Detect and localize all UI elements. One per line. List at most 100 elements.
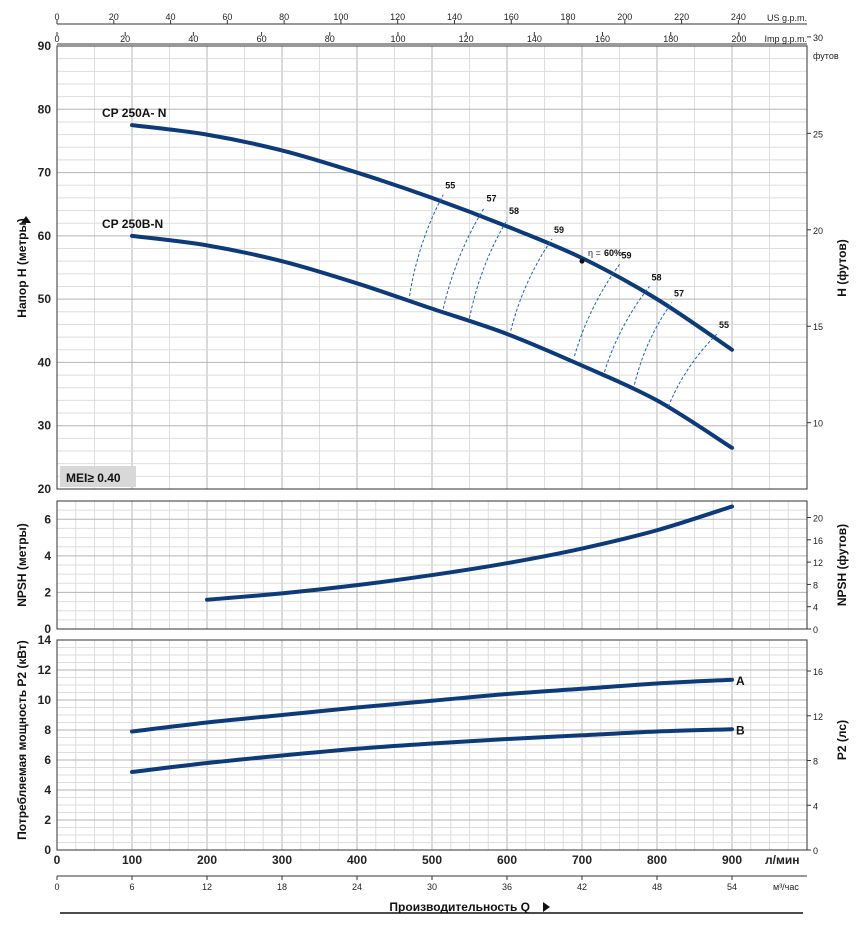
efficiency-line — [510, 238, 553, 331]
lmin-tick-label: 300 — [272, 853, 292, 867]
head-right-tick-label: 25 — [813, 129, 823, 139]
head-left-tick-label: 40 — [38, 355, 52, 369]
head-curve-1 — [130, 123, 734, 352]
lmin-tick-label: 600 — [497, 853, 517, 867]
npsh-left-tick-label: 2 — [44, 585, 51, 599]
best-efficiency-point — [579, 258, 585, 264]
npsh-right-tick-label: 0 — [813, 625, 818, 635]
us-gpm-tick-label: 240 — [731, 12, 746, 22]
power-right-tick-label: 16 — [813, 667, 823, 677]
power-curve-2 — [130, 727, 734, 774]
power-left-tick-label: 8 — [44, 723, 51, 737]
efficiency-label: 57 — [674, 288, 684, 298]
us-gpm-tick-label: 160 — [504, 12, 519, 22]
us-gpm-tick-label: 40 — [166, 12, 176, 22]
efficiency-label: 58 — [652, 272, 662, 282]
imp-gpm-tick-label: 200 — [731, 34, 746, 44]
imp-gpm-tick-label: 120 — [459, 34, 474, 44]
head-left-tick-label: 60 — [38, 229, 52, 243]
head-right-tick-label: 20 — [813, 226, 823, 236]
npsh-left-tick-label: 4 — [44, 549, 51, 563]
npsh-right-tick-label: 16 — [813, 536, 823, 546]
power-left-tick-label: 6 — [44, 753, 51, 767]
us-gpm-tick-label: 120 — [390, 12, 405, 22]
x-axis-arrow-icon — [543, 902, 550, 912]
m3h-tick-label: 6 — [129, 882, 134, 892]
npsh-right-tick-label: 20 — [813, 514, 823, 524]
power-left-tick-label: 10 — [38, 693, 52, 707]
npsh-left-tick-label: 0 — [44, 622, 51, 636]
imp-gpm-label: Imp g.p.m. — [764, 34, 807, 44]
efficiency-line — [634, 302, 673, 385]
m3h-tick-label: 24 — [352, 882, 362, 892]
mei-label: MEI≥ 0.40 — [66, 471, 121, 485]
npsh-right-tick-label: 4 — [813, 603, 818, 613]
power-ylabel-left: Потребляемая мощность P2 (кВт) — [15, 640, 29, 840]
imp-gpm-tick-label: 160 — [595, 34, 610, 44]
power-left-tick-label: 12 — [38, 663, 52, 677]
lmin-tick-label: 100 — [122, 853, 142, 867]
npsh-ylabel-left: NPSH (метры) — [15, 523, 29, 607]
npsh-ylabel-right: NPSH (футов) — [835, 524, 849, 606]
head-left-tick-label: 70 — [38, 166, 52, 180]
power-curve-label: B — [736, 723, 745, 737]
efficiency-line — [574, 264, 620, 357]
m3h-tick-label: 48 — [652, 882, 662, 892]
head-ylabel-right: H (футов) — [835, 239, 849, 297]
us-gpm-tick-label: 20 — [109, 12, 119, 22]
head-ylabel-left: Напор H (метры) — [15, 218, 29, 317]
head-right-tick-label: 10 — [813, 419, 823, 429]
m3h-tick-label: 36 — [502, 882, 512, 892]
efficiency-label: 58 — [509, 206, 519, 216]
lmin-tick-label: 0 — [54, 853, 61, 867]
head-curve-label: CP 250A- N — [102, 106, 166, 120]
lmin-tick-label: 700 — [572, 853, 592, 867]
power-left-tick-label: 14 — [38, 633, 52, 647]
power-right-tick-label: 12 — [813, 712, 823, 722]
us-gpm-tick-label: 140 — [447, 12, 462, 22]
imp-gpm-tick-label: 40 — [188, 34, 198, 44]
us-gpm-label: US g.p.m. — [767, 13, 807, 23]
head-left-tick-label: 90 — [38, 39, 52, 53]
head-panel-frame — [56, 45, 808, 490]
head-right-tick-label: 15 — [813, 322, 823, 332]
lmin-tick-label: 500 — [422, 853, 442, 867]
m3h-tick-label: 42 — [577, 882, 587, 892]
efficiency-label: 57 — [487, 193, 497, 203]
imp-gpm-tick-label: 60 — [257, 34, 267, 44]
lmin-tick-label: 900 — [722, 853, 742, 867]
power-curve-label: A — [736, 674, 745, 688]
power-left-tick-label: 4 — [44, 783, 51, 797]
imp-gpm-tick-label: 80 — [325, 34, 335, 44]
imp-gpm-tick-label: 140 — [527, 34, 542, 44]
power-curve-1 — [130, 677, 734, 734]
head-left-tick-label: 20 — [38, 482, 52, 496]
efficiency-line — [604, 286, 650, 373]
head-curve-2 — [130, 233, 734, 450]
head-left-tick-label: 50 — [38, 292, 52, 306]
us-gpm-tick-label: 200 — [617, 12, 632, 22]
m3h-label: м³/час — [773, 882, 799, 892]
head-right-tick-label: 30 — [813, 33, 823, 43]
m3h-tick-label: 30 — [427, 882, 437, 892]
npsh-left-tick-label: 6 — [44, 512, 51, 526]
us-gpm-tick-label: 180 — [561, 12, 576, 22]
m3h-tick-label: 18 — [277, 882, 287, 892]
lmin-tick-label: 400 — [347, 853, 367, 867]
mei-badge — [60, 466, 136, 487]
efficiency-line — [409, 194, 444, 297]
efficiency-label: 55 — [719, 320, 729, 330]
efficiency-label: 55 — [445, 181, 455, 191]
npsh-curve-1 — [205, 504, 734, 602]
us-gpm-tick-label: 80 — [279, 12, 289, 22]
imp-gpm-tick-label: 20 — [120, 34, 130, 44]
npsh-right-tick-label: 12 — [813, 558, 823, 568]
m3h-tick-label: 12 — [202, 882, 212, 892]
imp-gpm-tick-label: 100 — [390, 34, 405, 44]
power-left-tick-label: 2 — [44, 813, 51, 827]
head-curve-label: CP 250B-N — [102, 217, 163, 231]
best-efficiency-label: 60% — [604, 248, 622, 258]
us-gpm-tick-label: 220 — [674, 12, 689, 22]
head-ylabel-arrow-icon — [21, 216, 31, 223]
efficiency-line — [667, 333, 718, 407]
